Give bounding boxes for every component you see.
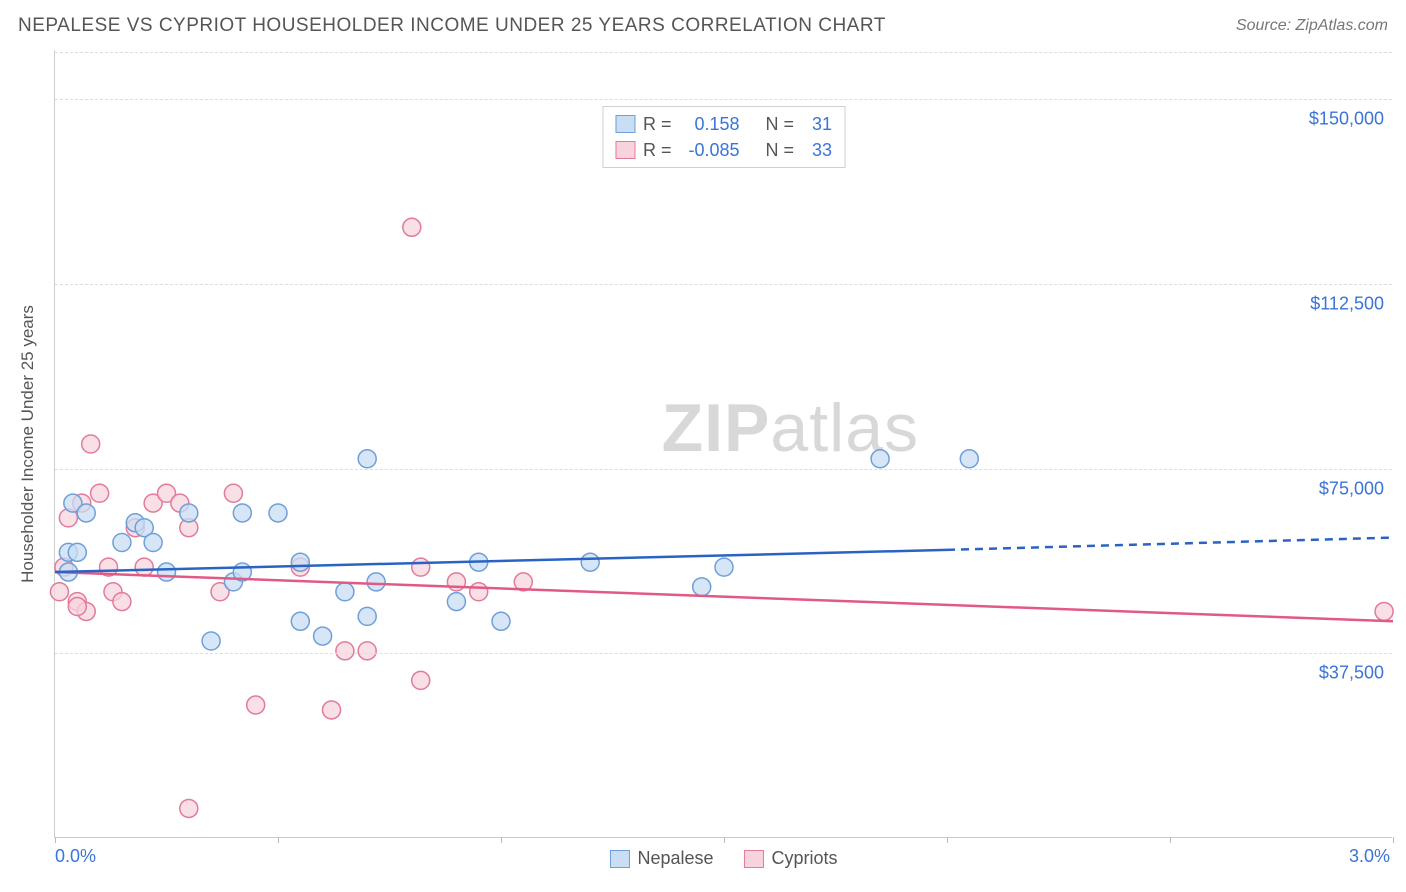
scatter-point <box>224 484 242 502</box>
gridline-h <box>55 99 1392 100</box>
gridline-h <box>55 653 1392 654</box>
x-tick-label: 3.0% <box>1349 846 1390 867</box>
scatter-point <box>693 578 711 596</box>
scatter-point <box>470 583 488 601</box>
scatter-point <box>68 598 86 616</box>
scatter-point <box>158 563 176 581</box>
legend-swatch-nepalese <box>609 850 629 868</box>
legend-swatch-cypriots <box>744 850 764 868</box>
scatter-point <box>871 450 889 468</box>
scatter-point <box>82 435 100 453</box>
scatter-point <box>144 534 162 552</box>
y-tick-label: $112,500 <box>1310 293 1384 314</box>
chart-header: NEPALESE VS CYPRIOT HOUSEHOLDER INCOME U… <box>0 0 1406 48</box>
x-tick <box>501 837 502 843</box>
y-axis-label: Householder Income Under 25 years <box>18 305 38 583</box>
scatter-point <box>180 799 198 817</box>
gridline-h <box>55 469 1392 470</box>
gridline-h <box>55 52 1392 53</box>
legend-label-nepalese: Nepalese <box>637 848 713 869</box>
x-tick <box>947 837 948 843</box>
x-tick <box>1393 837 1394 843</box>
legend-item-nepalese: Nepalese <box>609 848 713 869</box>
trend-line <box>55 572 1393 621</box>
y-tick-label: $75,000 <box>1319 478 1384 499</box>
scatter-point <box>367 573 385 591</box>
scatter-point <box>91 484 109 502</box>
y-tick-label: $37,500 <box>1319 663 1384 684</box>
swatch-nepalese <box>615 115 635 133</box>
chart-title: NEPALESE VS CYPRIOT HOUSEHOLDER INCOME U… <box>18 15 886 37</box>
scatter-point <box>291 612 309 630</box>
scatter-point <box>323 701 341 719</box>
swatch-cypriots <box>615 141 635 159</box>
scatter-point <box>412 671 430 689</box>
x-tick-label: 0.0% <box>55 846 96 867</box>
scatter-point <box>336 642 354 660</box>
stats-row-nepalese: R = 0.158 N = 31 <box>615 111 832 137</box>
scatter-point <box>202 632 220 650</box>
scatter-svg <box>55 50 1392 837</box>
scatter-point <box>492 612 510 630</box>
scatter-point <box>135 558 153 576</box>
scatter-point <box>113 593 131 611</box>
scatter-point <box>447 593 465 611</box>
x-tick <box>1170 837 1171 843</box>
legend-label-cypriots: Cypriots <box>772 848 838 869</box>
scatter-point <box>314 627 332 645</box>
x-tick <box>278 837 279 843</box>
chart-plot-area: ZIPatlas R = 0.158 N = 31 R = -0.085 N =… <box>54 50 1392 838</box>
scatter-point <box>50 583 68 601</box>
scatter-point <box>581 553 599 571</box>
scatter-point <box>358 450 376 468</box>
trend-line <box>55 550 947 572</box>
scatter-point <box>291 553 309 571</box>
scatter-point <box>77 504 95 522</box>
scatter-point <box>358 642 376 660</box>
trend-line <box>947 538 1393 550</box>
scatter-point <box>233 504 251 522</box>
scatter-point <box>715 558 733 576</box>
bottom-legend: Nepalese Cypriots <box>609 848 837 869</box>
scatter-point <box>68 543 86 561</box>
scatter-point <box>180 504 198 522</box>
x-tick <box>55 837 56 843</box>
scatter-point <box>960 450 978 468</box>
scatter-point <box>247 696 265 714</box>
scatter-point <box>1375 602 1393 620</box>
stats-legend-box: R = 0.158 N = 31 R = -0.085 N = 33 <box>602 106 845 168</box>
scatter-point <box>269 504 287 522</box>
scatter-point <box>403 218 421 236</box>
chart-source: Source: ZipAtlas.com <box>1236 17 1388 35</box>
scatter-point <box>113 534 131 552</box>
gridline-h <box>55 284 1392 285</box>
stats-row-cypriots: R = -0.085 N = 33 <box>615 137 832 163</box>
scatter-point <box>336 583 354 601</box>
scatter-point <box>412 558 430 576</box>
x-tick <box>724 837 725 843</box>
scatter-point <box>358 607 376 625</box>
legend-item-cypriots: Cypriots <box>744 848 838 869</box>
y-tick-label: $150,000 <box>1309 109 1384 130</box>
